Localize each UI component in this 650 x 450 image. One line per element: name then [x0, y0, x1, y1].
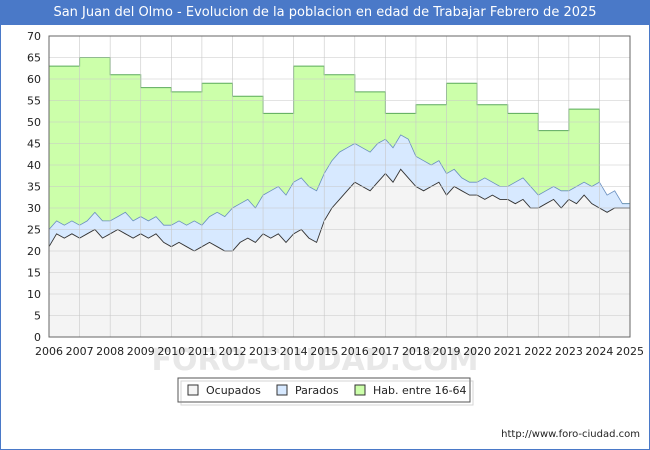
y-tick-label: 50 [27, 116, 41, 129]
source-url: http://www.foro-ciudad.com [501, 429, 640, 440]
x-tick-label: 2006 [35, 345, 63, 358]
x-tick-label: 2022 [524, 345, 552, 358]
x-tick-label: 2008 [96, 345, 124, 358]
y-tick-label: 70 [27, 30, 41, 43]
y-tick-label: 60 [27, 73, 41, 86]
hab-line [49, 57, 630, 205]
parados-line [48, 134, 630, 230]
legend-swatch-parados [276, 384, 288, 396]
x-tick-label: 2023 [555, 345, 583, 358]
legend-swatch-hab [354, 384, 366, 396]
x-tick-label: 2013 [249, 345, 277, 358]
x-tick-label: 2020 [463, 345, 491, 358]
x-tick-label: 2009 [127, 345, 155, 358]
x-tick-label: 2017 [371, 345, 399, 358]
x-tick-label: 2010 [157, 345, 185, 358]
legend-label-parados: Parados [295, 384, 339, 397]
legend-item-parados: Parados [276, 384, 339, 397]
y-tick-label: 5 [34, 310, 41, 323]
x-tick-label: 2024 [585, 345, 613, 358]
y-tick-label: 0 [34, 331, 41, 344]
legend-label-hab: Hab. entre 16-64 [373, 384, 467, 397]
x-tick-label: 2014 [280, 345, 308, 358]
legend-item-ocupados: Ocupados [187, 384, 261, 397]
y-tick-label: 20 [27, 245, 41, 258]
y-tick-label: 30 [27, 202, 41, 215]
y-tick-label: 15 [27, 267, 41, 280]
legend-label-ocupados: Ocupados [206, 384, 261, 397]
x-tick-label: 2011 [188, 345, 216, 358]
y-tick-label: 40 [27, 159, 41, 172]
x-tick-label: 2018 [402, 345, 430, 358]
x-tick-label: 2021 [494, 345, 522, 358]
x-tick-label: 2016 [341, 345, 369, 358]
ocupados-area [49, 169, 630, 337]
legend: Ocupados Parados Hab. entre 16-64 [177, 377, 474, 406]
legend-box [177, 377, 471, 403]
y-tick-label: 10 [27, 288, 41, 301]
y-tick-label: 25 [27, 224, 41, 237]
y-tick-label: 35 [27, 181, 41, 194]
legend-item-hab: Hab. entre 16-64 [354, 384, 467, 397]
x-tick-label: 2015 [310, 345, 338, 358]
plot-border [48, 35, 631, 338]
x-tick-label: 2007 [66, 345, 94, 358]
legend-shadow [180, 380, 474, 406]
x-tick-label: 2019 [433, 345, 461, 358]
chart-title: San Juan del Olmo - Evolucion de la pobl… [1, 1, 649, 25]
y-tick-label: 65 [27, 52, 41, 65]
watermark-text: FORO-CIUDAD.COM [152, 343, 479, 378]
y-tick-label: 45 [27, 138, 41, 151]
y-tick-label: 55 [27, 95, 41, 108]
legend-swatch-ocupados [187, 384, 199, 396]
x-tick-label: 2025 [616, 345, 644, 358]
x-tick-label: 2012 [218, 345, 246, 358]
